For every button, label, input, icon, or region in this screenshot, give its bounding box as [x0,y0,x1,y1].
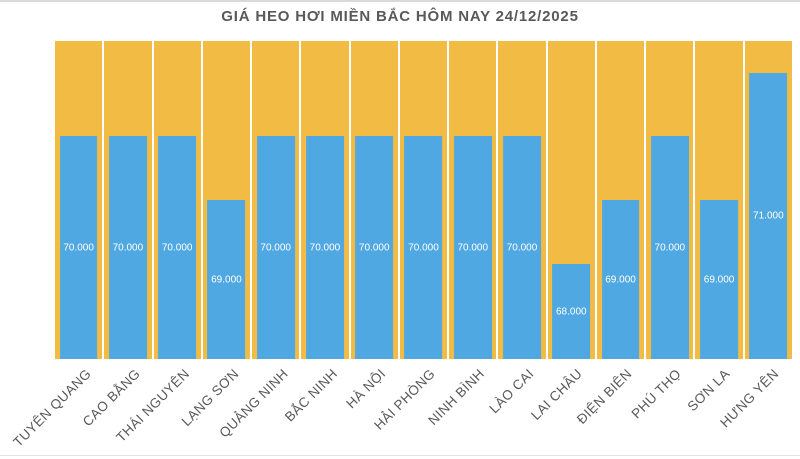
price-bar: 70.000 [650,136,689,359]
price-bar: 68.000 [552,264,591,359]
category-panel: 70.000 [153,41,201,359]
price-bar: 70.000 [503,136,541,359]
bar-value-label: 70.000 [309,242,341,253]
x-axis-label: THÁI NGUYÊN [113,366,193,445]
x-axis-label: LAI CHÂU [528,366,586,423]
price-bar: 70.000 [158,136,197,359]
category-panel: 70.000 [252,41,300,359]
category-panel: 69.000 [695,41,743,359]
bar-value-label: 70.000 [457,242,489,253]
category-panel: 70.000 [350,41,398,359]
bar-value-label: 69.000 [605,274,636,285]
category-panel: 69.000 [596,41,645,359]
x-axis-label: NINH BÌNH [425,366,488,428]
category-panel: 70.000 [646,41,694,359]
price-bar: 70.000 [108,136,147,359]
category-panel: 69.000 [202,41,251,359]
x-axis-label: TUYÊN QUANG [10,366,95,450]
price-bar: 71.000 [749,73,788,359]
x-axis-label: QUẢNG NINH [216,366,291,441]
bar-value-label: 70.000 [408,242,439,253]
x-axis-label: HẢI PHÒNG [371,366,439,433]
category-panel: 68.000 [547,41,595,359]
price-bar: 69.000 [601,200,640,359]
category-panel: 70.000 [55,41,103,359]
category-panel: 70.000 [399,41,448,359]
price-bar: 70.000 [404,136,443,359]
price-bar: 70.000 [256,136,295,359]
x-axis-label: PHÚ THỌ [628,366,684,422]
price-bar: 69.000 [700,200,738,359]
bar-value-label: 69.000 [211,274,242,285]
category-panel: 70.000 [449,41,497,359]
category-panel: 71.000 [744,41,792,359]
x-axis-label: LÀO CAI [486,366,537,417]
x-axis-label: BẮC NINH [281,366,340,425]
bar-value-label: 70.000 [161,242,193,253]
bar-value-label: 69.000 [703,274,735,285]
bar-value-label: 70.000 [358,242,390,253]
x-axis-label: ĐIỆN BIÊN [573,366,635,427]
price-bar: 69.000 [207,200,246,359]
bar-value-label: 70.000 [654,242,686,253]
price-bar: 70.000 [306,136,344,359]
category-panel: 70.000 [498,41,546,359]
category-panel: 70.000 [104,41,152,359]
bar-value-label: 70.000 [506,242,538,253]
x-axis-label: LẠNG SƠN [178,366,242,429]
x-axis-label: SƠN LA [684,366,733,415]
price-bar: 70.000 [59,136,98,359]
x-axis-label: CAO BẰNG [80,366,144,430]
plot-area: 70.000 70.000 70.000 69.000 70.000 70.000 70.0… [55,41,792,359]
x-axis-label: HƯNG YÊN [717,366,783,431]
bar-value-label: 70.000 [63,242,94,253]
chart-title: GIÁ HEO HƠI MIỀN BẮC HÔM NAY 24/12/2025 [221,8,579,25]
price-bar: 70.000 [355,136,394,359]
bottom-border-line [0,455,800,456]
bar-value-label: 68.000 [555,306,587,317]
price-bar: 70.000 [453,136,492,359]
bar-value-label: 70.000 [112,242,144,253]
x-axis-label: HÀ NỘI [343,366,389,412]
bar-value-label: 71.000 [753,210,784,222]
bar-value-label: 70.000 [260,242,291,253]
top-border-line [0,0,800,2]
category-panel: 70.000 [301,41,349,359]
